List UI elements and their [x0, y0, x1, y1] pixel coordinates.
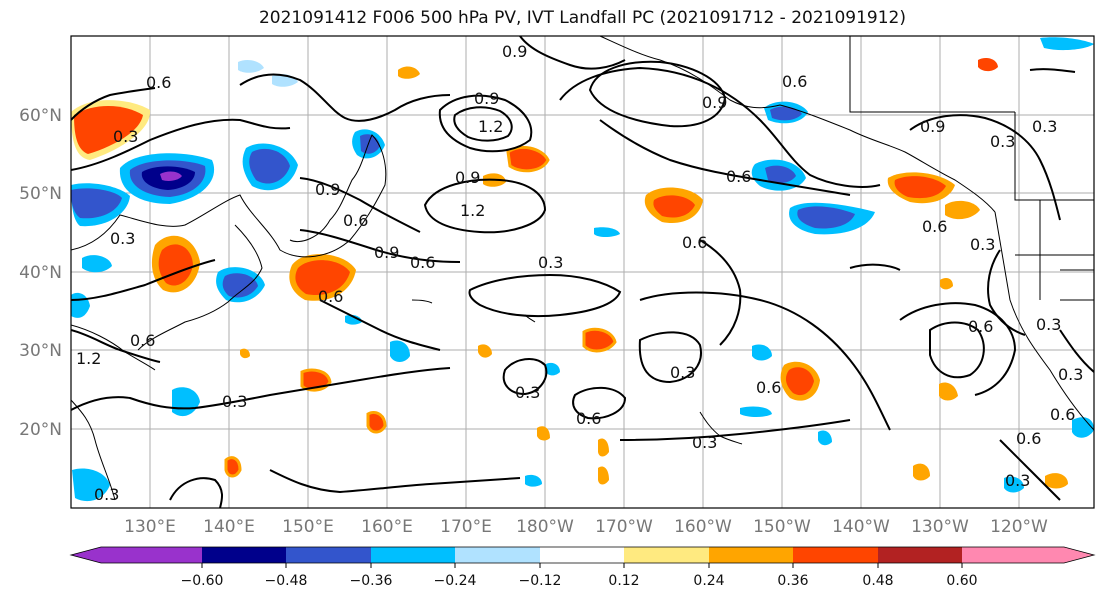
contour-label: 1.2: [460, 201, 485, 220]
colorbar-ticks: [201, 563, 963, 568]
colorbar-segment: [878, 547, 962, 563]
contour-label: 0.6: [726, 167, 751, 186]
colorbar-segment: [540, 547, 624, 563]
contour-label: 0.3: [692, 433, 717, 452]
contour-label: 1.2: [76, 349, 101, 368]
contour-label: 0.3: [222, 392, 247, 411]
lat-label: 30°N: [19, 341, 62, 361]
contour-label: 0.3: [970, 235, 995, 254]
colorbar-segment: [709, 547, 793, 563]
colorbar-label: −0.60: [181, 573, 224, 589]
contour-label: 0.6: [410, 253, 435, 272]
contour-label: 0.3: [670, 363, 695, 382]
colorbar-label: 0.12: [608, 573, 639, 589]
lon-label: 170°E: [440, 517, 492, 537]
coastlines: [71, 36, 1094, 501]
colorbar-segment: [455, 547, 540, 563]
contour-label: 0.6: [576, 409, 601, 428]
contour-label: 0.3: [113, 127, 138, 146]
contour-label: 0.6: [130, 331, 155, 350]
lat-label: 40°N: [19, 263, 62, 283]
contour-label: 0.9: [374, 243, 399, 262]
contour-labels: 0.9 0.6 0.9 1.2 0.9 1.2 0.6 0.3 0.6 0.9 …: [76, 42, 1083, 504]
contour-label: 0.6: [343, 211, 368, 230]
lon-label: 150°W: [753, 517, 811, 537]
lon-label: 180°W: [516, 517, 574, 537]
colorbar-label: −0.36: [350, 573, 393, 589]
contour-label: 0.3: [515, 383, 540, 402]
contour-label: 0.3: [538, 253, 563, 272]
lat-label: 60°N: [19, 106, 62, 126]
colorbar-segment: [371, 547, 455, 563]
map-title: 2021091412 F006 500 hPa PV, IVT Landfall…: [258, 8, 906, 28]
colorbar-label: −0.48: [265, 573, 308, 589]
lon-label: 140°E: [203, 517, 255, 537]
colorbar-segment: [71, 547, 202, 563]
contour-label: 0.3: [110, 229, 135, 248]
lon-label: 160°W: [674, 517, 732, 537]
colorbar-segment: [793, 547, 878, 563]
lon-label: 170°W: [595, 517, 653, 537]
contour-label: 0.6: [922, 217, 947, 236]
contour-label: 1.2: [478, 117, 503, 136]
lon-label: 120°W: [990, 517, 1048, 537]
colorbar-labels: −0.60 −0.48 −0.36 −0.24 −0.12 0.12 0.24 …: [181, 573, 978, 589]
lon-label: 160°E: [361, 517, 413, 537]
contour-label: 0.9: [315, 180, 340, 199]
contour-label: 0.3: [1005, 471, 1030, 490]
colorbar-segments: [69, 546, 1096, 564]
contour-label: 0.9: [502, 42, 527, 61]
colorbar-label: 0.24: [693, 573, 724, 589]
contour-label: 0.6: [1016, 429, 1041, 448]
contour-label: 0.3: [94, 485, 119, 504]
contour-label: 0.9: [474, 89, 499, 108]
contour-label: 0.6: [756, 378, 781, 397]
contour-label: 0.9: [702, 93, 727, 112]
colorbar-segment: [962, 547, 1094, 563]
contour-label: 0.9: [920, 117, 945, 136]
colorbar-label: −0.12: [519, 573, 562, 589]
colorbar-label: −0.24: [434, 573, 477, 589]
contour-label: 0.3: [1058, 365, 1083, 384]
latitude-labels: 60°N 50°N 40°N 30°N 20°N: [19, 106, 62, 440]
contour-label: 0.6: [146, 73, 171, 92]
contour-label: 0.6: [318, 287, 343, 306]
colorbar-label: 0.36: [777, 573, 808, 589]
longitude-labels: 130°E 140°E 150°E 160°E 170°E 180°W 170°…: [124, 517, 1048, 537]
contour-label: 0.6: [682, 233, 707, 252]
lon-label: 130°W: [911, 517, 969, 537]
colorbar-label: 0.48: [862, 573, 893, 589]
lat-label: 20°N: [19, 420, 62, 440]
contour-label: 0.3: [1032, 117, 1057, 136]
lon-label: 150°E: [282, 517, 334, 537]
contour-label: 0.6: [1050, 405, 1075, 424]
map-frame: [70, 35, 1095, 509]
lon-label: 140°W: [832, 517, 890, 537]
lon-label: 130°E: [124, 517, 176, 537]
colorbar-outline: [69, 546, 1096, 564]
contour-label: 0.6: [782, 72, 807, 91]
contour-label: 0.3: [1036, 315, 1061, 334]
colorbar-segment: [202, 547, 286, 563]
colorbar-label: 0.60: [946, 573, 977, 589]
contour-label: 0.9: [455, 168, 480, 187]
contour-label: 0.3: [990, 132, 1015, 151]
colorbar-segment: [624, 547, 709, 563]
contour-label: 0.6: [968, 317, 993, 336]
pv-anomaly-fills: [71, 37, 1094, 502]
lat-label: 50°N: [19, 184, 62, 204]
colorbar: −0.60 −0.48 −0.36 −0.24 −0.12 0.12 0.24 …: [69, 546, 1096, 589]
ivt-contours: [71, 36, 1094, 508]
colorbar-segment: [286, 547, 371, 563]
